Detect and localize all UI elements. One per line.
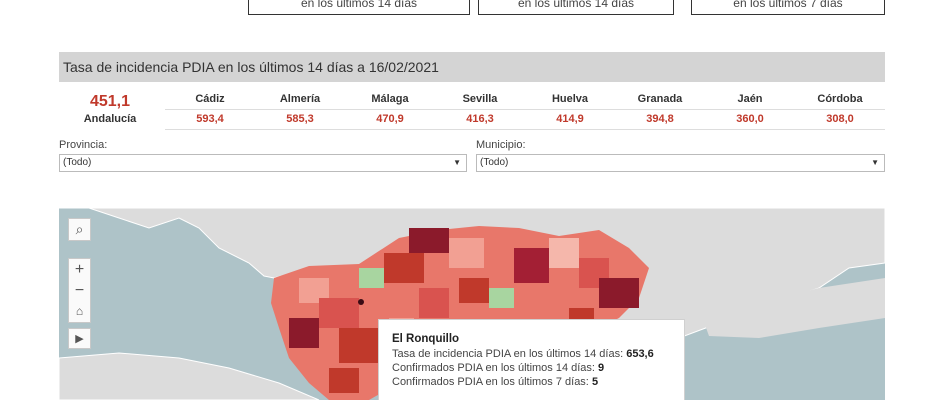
tooltip-value: 653,6 bbox=[626, 348, 654, 360]
search-icon: ⌕ bbox=[75, 221, 84, 237]
muni-patch bbox=[329, 368, 359, 393]
province-value: 394,8 bbox=[646, 113, 674, 125]
tooltip-value: 5 bbox=[591, 376, 599, 388]
provincia-select-value: (Todo) bbox=[63, 157, 92, 168]
andalucia-label: Andalucía bbox=[83, 113, 137, 125]
tooltip-line: Confirmados PDIA en los últimos 7 días: … bbox=[392, 375, 684, 389]
chevron-down-icon: ▼ bbox=[871, 158, 879, 167]
province-name: Sevilla bbox=[462, 93, 498, 105]
muni-patch bbox=[409, 228, 449, 253]
tooltip-label: Confirmados PDIA en los últimos 7 días: bbox=[392, 376, 589, 388]
muni-patch bbox=[449, 238, 484, 268]
summary-box-3: en los últimos 7 días bbox=[691, 0, 885, 15]
summary-box-1: en los últimos 14 días bbox=[248, 0, 470, 15]
home-icon: ⌂ bbox=[75, 304, 84, 318]
plus-icon: + bbox=[74, 261, 85, 278]
incidence-map[interactable]: ⌕ + − ⌂ ▶ bbox=[59, 208, 885, 400]
province-value: 593,4 bbox=[196, 113, 224, 125]
province-value: 470,9 bbox=[376, 113, 404, 125]
chevron-down-icon: ▼ bbox=[453, 158, 461, 167]
play-icon: ▶ bbox=[75, 333, 84, 345]
muni-patch bbox=[514, 248, 549, 283]
municipio-label: Municipio: bbox=[476, 139, 526, 151]
province-name: Huelva bbox=[551, 93, 589, 105]
panel-title: Tasa de incidencia PDIA en los últimos 1… bbox=[59, 52, 885, 82]
municipio-select-value: (Todo) bbox=[480, 157, 509, 168]
province-value: 416,3 bbox=[466, 113, 494, 125]
zoom-controls: + − ⌂ bbox=[68, 258, 91, 323]
muni-patch bbox=[459, 278, 489, 303]
tooltip-title: El Ronquillo bbox=[392, 333, 460, 345]
muni-patch bbox=[359, 268, 384, 288]
map-search-button[interactable]: ⌕ bbox=[68, 218, 91, 241]
provincia-label: Provincia: bbox=[59, 139, 108, 151]
province-name: Córdoba bbox=[817, 93, 863, 105]
municipio-select[interactable]: (Todo) ▼ bbox=[476, 154, 885, 172]
zoom-out-button[interactable]: − bbox=[69, 280, 90, 301]
tooltip-label: Confirmados PDIA en los últimos 14 días: bbox=[392, 362, 595, 374]
muni-patch bbox=[419, 288, 449, 318]
muni-patch bbox=[549, 238, 579, 268]
province-value: 308,0 bbox=[826, 113, 854, 125]
muni-patch bbox=[339, 328, 379, 363]
province-name: Jaén bbox=[737, 93, 763, 105]
summary-box-2-text: en los últimos 14 días bbox=[517, 0, 635, 10]
province-name: Málaga bbox=[371, 93, 409, 105]
summary-box-3-text: en los últimos 7 días bbox=[733, 0, 843, 10]
muni-patch bbox=[289, 318, 319, 348]
map-canvas bbox=[59, 208, 885, 400]
province-table: Cádiz Almería Málaga Sevilla Huelva Gran… bbox=[165, 90, 885, 130]
muni-patch bbox=[539, 298, 569, 323]
selected-municipality bbox=[358, 299, 364, 305]
andalucia-value: 451,1 bbox=[89, 93, 131, 110]
muni-patch bbox=[384, 253, 424, 283]
province-name: Almería bbox=[279, 93, 321, 105]
province-value: 360,0 bbox=[736, 113, 764, 125]
province-name: Cádiz bbox=[195, 93, 225, 105]
summary-box-2: en los últimos 14 días bbox=[478, 0, 674, 15]
province-name: Granada bbox=[637, 93, 683, 105]
tooltip-line: Tasa de incidencia PDIA en los últimos 1… bbox=[392, 347, 684, 361]
home-button[interactable]: ⌂ bbox=[69, 301, 90, 322]
minus-icon: − bbox=[74, 282, 85, 299]
province-value: 585,3 bbox=[286, 113, 314, 125]
province-value: 414,9 bbox=[556, 113, 584, 125]
map-tooltip: El Ronquillo Tasa de incidencia PDIA en … bbox=[378, 319, 685, 400]
zoom-in-button[interactable]: + bbox=[69, 259, 90, 280]
muni-patch bbox=[319, 298, 359, 328]
land-africa bbox=[59, 352, 320, 400]
land-coast-east bbox=[699, 278, 885, 338]
tooltip-label: Tasa de incidencia PDIA en los últimos 1… bbox=[392, 348, 624, 360]
muni-patch bbox=[484, 233, 514, 258]
summary-box-1-text: en los últimos 14 días bbox=[300, 0, 418, 10]
tooltip-line: Confirmados PDIA en los últimos 14 días:… bbox=[392, 361, 684, 375]
muni-patch bbox=[489, 288, 514, 308]
provincia-select[interactable]: (Todo) ▼ bbox=[59, 154, 467, 172]
map-play-button[interactable]: ▶ bbox=[68, 328, 91, 349]
tooltip-value: 9 bbox=[598, 362, 605, 374]
muni-patch bbox=[599, 278, 639, 308]
